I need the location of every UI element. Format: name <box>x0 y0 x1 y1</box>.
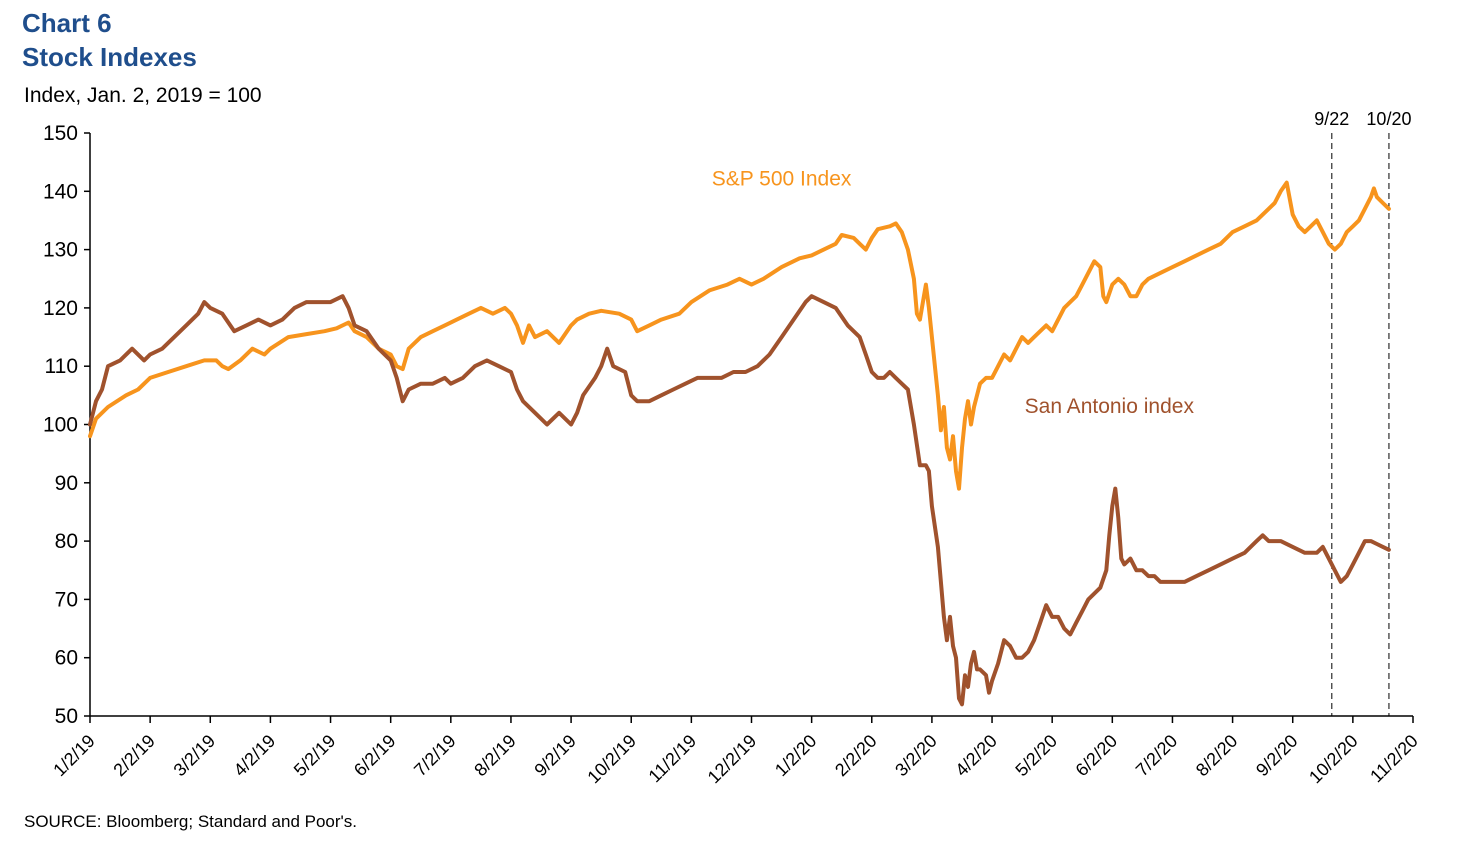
y-tick-label: 110 <box>45 355 78 378</box>
x-tick-label: 11/2/19 <box>645 731 701 787</box>
chart-number: Chart 6 <box>22 8 112 38</box>
y-axis-label: Index, Jan. 2, 2019 = 100 <box>24 84 262 107</box>
x-tick-label: 12/2/19 <box>704 731 761 788</box>
y-tick-label: 50 <box>55 705 78 728</box>
axes-layer: 50 60 70 80 90 100 110 120 130 140 150 1/2/19 2/2/19… <box>43 122 1422 787</box>
x-tick-label: 10/2/19 <box>583 731 640 788</box>
y-tick-label: 80 <box>55 530 78 553</box>
series-line <box>88 294 1391 707</box>
chart-title: Stock Indexes <box>22 42 197 72</box>
x-tick-label: 5/2/20 <box>1011 731 1061 781</box>
x-tick-label: 3/2/19 <box>170 731 220 781</box>
x-tick-label: 9/2/19 <box>530 731 580 781</box>
x-tick-label: 1/2/19 <box>49 731 99 781</box>
x-tick-label: 9/2/20 <box>1252 731 1302 781</box>
x-tick-label: 11/2/20 <box>1366 731 1422 787</box>
source-note: SOURCE: Bloomberg; Standard and Poor's. <box>24 812 358 831</box>
y-tick-label: 140 <box>43 180 78 203</box>
series-label: San Antonio index <box>1025 395 1195 418</box>
series-line <box>88 180 1391 491</box>
x-tick-label: 8/2/20 <box>1192 731 1242 781</box>
x-tick-label: 5/2/19 <box>290 731 340 781</box>
x-tick-label: 7/2/20 <box>1132 731 1182 781</box>
x-tick-label: 1/2/20 <box>771 731 821 781</box>
x-tick-label: 7/2/19 <box>410 731 460 781</box>
x-tick-label: 2/2/19 <box>109 731 159 781</box>
x-tick-label: 8/2/19 <box>470 731 520 781</box>
x-tick-label: 6/2/20 <box>1072 731 1122 781</box>
reference-line-label: 9/22 <box>1314 109 1349 129</box>
labels-layer: S&P 500 Index San Antonio index <box>712 167 1195 417</box>
series-layer <box>88 180 1391 707</box>
x-tick-label: 4/2/19 <box>230 731 280 781</box>
x-tick-label: 10/2/20 <box>1305 731 1362 788</box>
y-tick-label: 100 <box>43 414 78 437</box>
y-tick-label: 70 <box>55 588 78 611</box>
y-tick-label: 150 <box>43 122 78 145</box>
y-tick-label: 130 <box>43 239 78 262</box>
series-label: S&P 500 Index <box>712 167 852 190</box>
y-tick-label: 90 <box>55 472 78 495</box>
x-tick-label: 2/2/20 <box>831 731 881 781</box>
y-tick-label: 60 <box>55 647 78 670</box>
x-tick-label: 3/2/20 <box>891 731 941 781</box>
x-tick-label: 6/2/19 <box>350 731 400 781</box>
reference-lines-layer: 9/22 10/20 <box>1314 109 1411 716</box>
x-tick-label: 4/2/20 <box>951 731 1001 781</box>
y-tick-label: 120 <box>43 297 78 320</box>
reference-line-label: 10/20 <box>1366 109 1411 129</box>
